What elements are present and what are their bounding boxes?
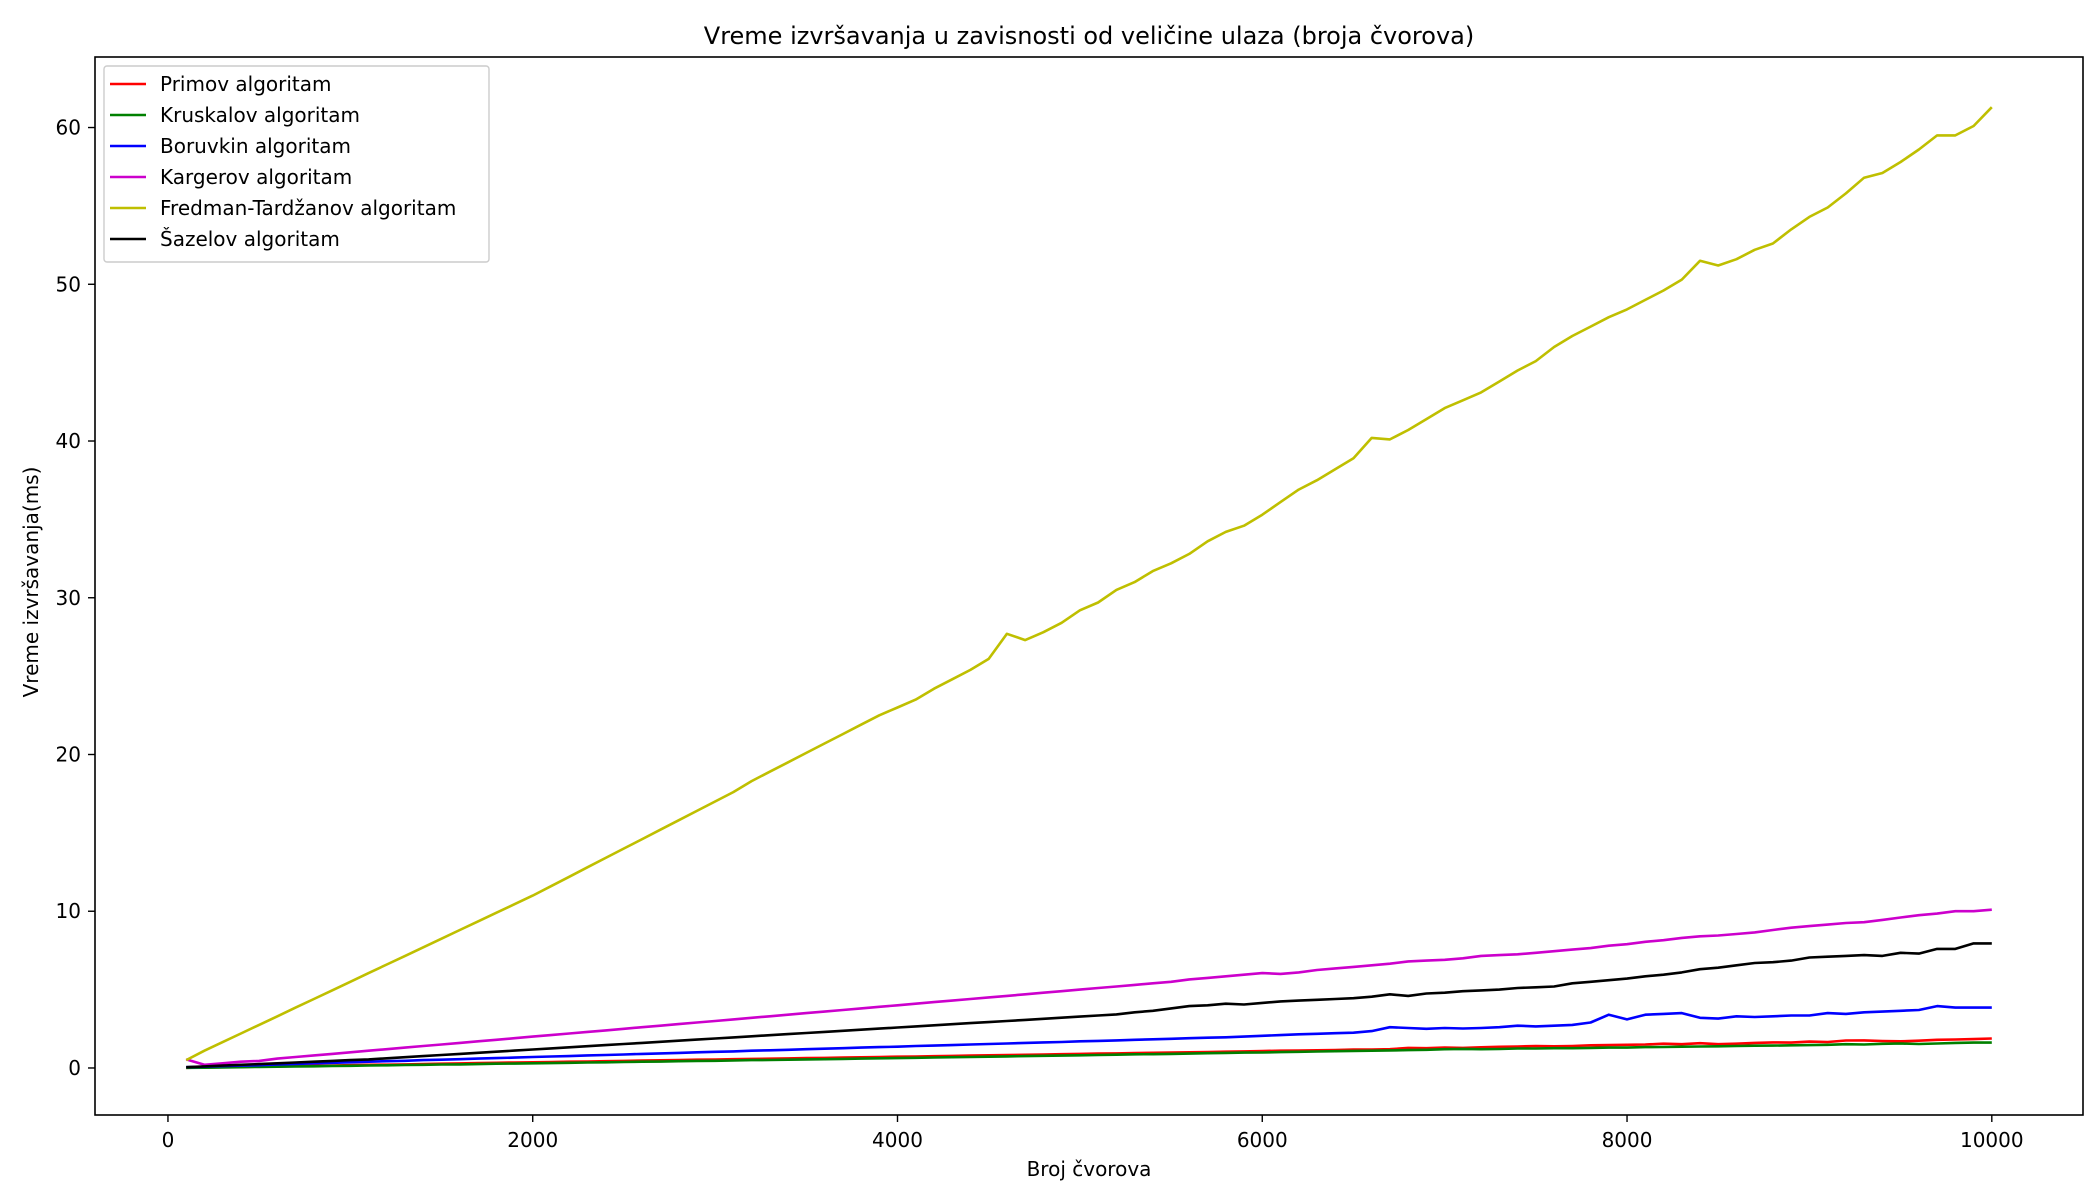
legend-label-1: Primov algoritam (160, 72, 332, 96)
x-tick-label: 10000 (1960, 1128, 2024, 1152)
legend-label-4: Kargerov algoritam (160, 165, 352, 189)
legend-label-6: Šazelov algoritam (160, 227, 340, 251)
ticks-layer: 0 2000 4000 6000 8000 10000 0 10 20 30 40 50 60 (56, 116, 2024, 1152)
axes-frame (94, 56, 2084, 1116)
legend-label-2: Kruskalov algoritam (160, 103, 360, 127)
x-tick-label: 0 (162, 1128, 175, 1152)
legend: Primov algoritam Kruskalov algoritam Boruv… (103, 65, 490, 263)
x-tick-label: 8000 (1602, 1128, 1653, 1152)
x-tick-label: 4000 (872, 1128, 923, 1152)
x-tick-label: 6000 (1237, 1128, 1288, 1152)
series-layer (185, 106, 1993, 1070)
y-tick-label: 20 (56, 742, 81, 766)
legend-box (103, 65, 490, 263)
x-axis-label: Broj čvorova (1027, 1157, 1152, 1181)
y-axis-label: Vreme izvršavanja(ms) (19, 467, 43, 698)
series-line-3 (186, 1004, 1992, 1069)
series-line-5 (185, 106, 1993, 1062)
y-tick-label: 60 (56, 116, 81, 140)
series-line-6 (186, 942, 1992, 1069)
series-line-4 (185, 908, 1992, 1067)
y-tick-label: 50 (56, 272, 81, 296)
y-tick-label: 30 (56, 586, 81, 610)
legend-label-5: Fredman-Tardžanov algoritam (160, 196, 456, 220)
y-tick-label: 0 (68, 1056, 81, 1080)
y-tick-label: 10 (56, 899, 81, 923)
chart-title: Vreme izvršavanja u zavisnosti od veliči… (704, 22, 1474, 50)
x-tick-label: 2000 (507, 1128, 558, 1152)
series-line-2 (186, 1041, 1992, 1070)
y-tick-label: 40 (56, 429, 81, 453)
legend-label-3: Boruvkin algoritam (160, 134, 351, 158)
